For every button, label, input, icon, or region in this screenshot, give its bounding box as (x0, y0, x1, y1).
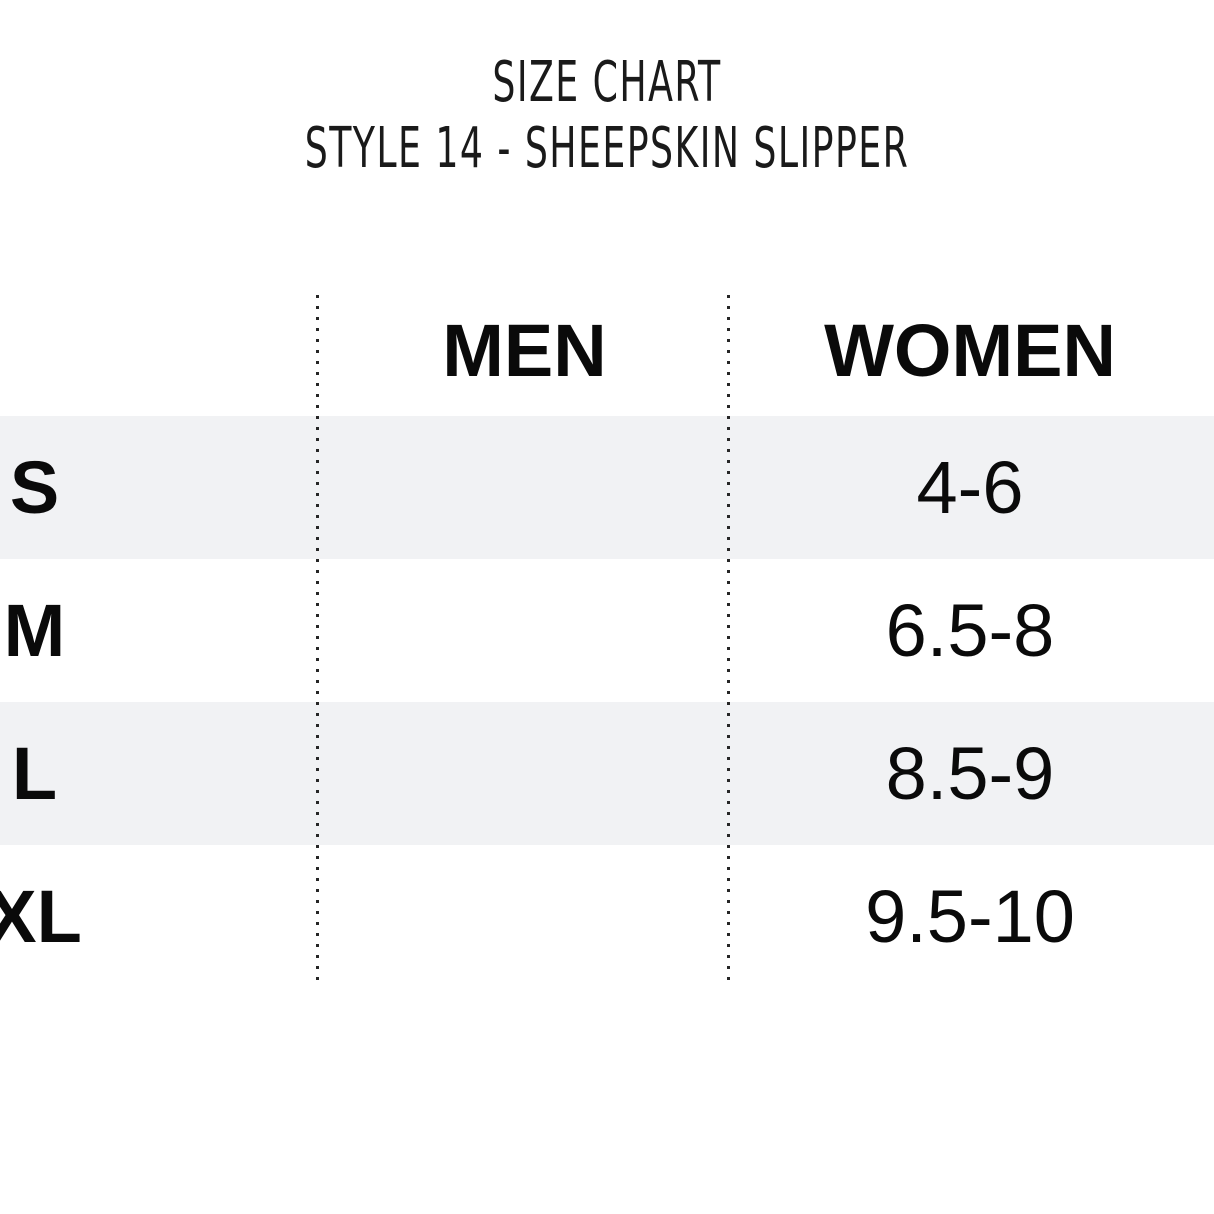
table-row: XL 9.5-10 (0, 845, 1214, 988)
table-header-row: MEN WOMEN (0, 285, 1214, 416)
size-label: XL (0, 874, 82, 958)
row-cell-size: S (0, 416, 317, 559)
row-cell-men (317, 845, 728, 988)
header-cell-men: MEN (317, 285, 728, 416)
column-divider-men-women (727, 295, 730, 982)
women-value: 6.5-8 (885, 588, 1055, 672)
table-row: M 6.5-8 (0, 559, 1214, 702)
row-cell-size: XL (0, 845, 317, 988)
row-cell-women: 4-6 (728, 416, 1214, 559)
page-title-line-1: SIZE CHART (492, 50, 722, 115)
page-title: SIZE CHART STYLE 14 - SHEEPSKIN SLIPPER (0, 52, 1214, 182)
row-cell-women: 8.5-9 (728, 702, 1214, 845)
row-cell-women: 6.5-8 (728, 559, 1214, 702)
header-cell-women: WOMEN (728, 285, 1214, 416)
row-cell-men (317, 702, 728, 845)
page-title-line-2: STYLE 14 - SHEEPSKIN SLIPPER (304, 116, 910, 181)
row-cell-men (317, 416, 728, 559)
header-cell-size (0, 285, 317, 416)
size-label: S (9, 445, 60, 529)
women-value: 9.5-10 (865, 874, 1075, 958)
women-value: 4-6 (916, 445, 1024, 529)
size-chart-table: MEN WOMEN S 4-6 M 6.5-8 L (0, 285, 1214, 988)
size-label: M (3, 588, 66, 672)
size-label: L (11, 731, 58, 815)
column-divider-size-men (316, 295, 319, 982)
row-cell-women: 9.5-10 (728, 845, 1214, 988)
women-value: 8.5-9 (885, 731, 1055, 815)
header-label-women: WOMEN (824, 308, 1116, 392)
table-row: S 4-6 (0, 416, 1214, 559)
row-cell-size: L (0, 702, 317, 845)
table-row: L 8.5-9 (0, 702, 1214, 845)
row-cell-size: M (0, 559, 317, 702)
row-cell-men (317, 559, 728, 702)
header-label-men: MEN (442, 308, 607, 392)
